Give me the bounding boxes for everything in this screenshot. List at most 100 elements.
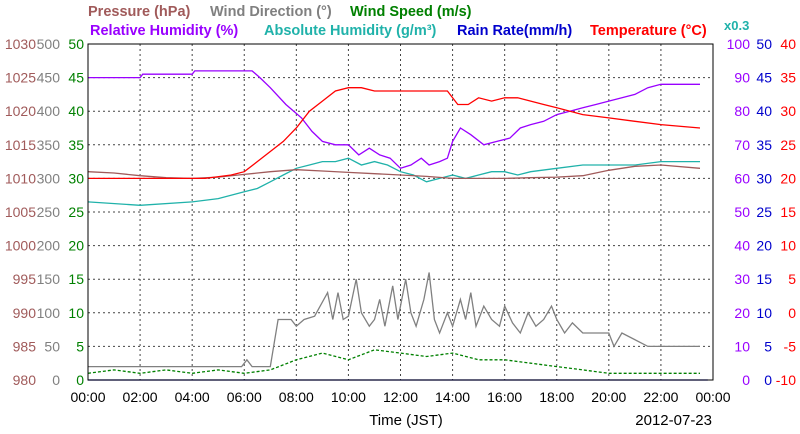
y-tick-label-rain-rate: 20 — [756, 238, 772, 254]
y-tick-label-wind-speed: 30 — [68, 170, 84, 186]
y-tick-label-wind-speed: 35 — [68, 137, 84, 153]
y-tick-label-wind-speed: 40 — [68, 103, 84, 119]
y-tick-label-temperature: 35 — [780, 70, 796, 86]
y-tick-label-wind-direction: 0 — [52, 372, 60, 388]
date-label: 2012-07-23 — [635, 412, 712, 429]
y-tick-label-relative-humidity: 60 — [734, 170, 750, 186]
x-tick-label: 04:00 — [175, 389, 210, 405]
series-line-temperature-c — [88, 87, 701, 180]
y-tick-label-rain-rate: 15 — [756, 271, 772, 287]
series-lines — [87, 70, 708, 381]
y-tick-label-wind-direction: 400 — [37, 103, 61, 119]
y-tick-label-wind-direction: 350 — [37, 137, 61, 153]
legend-entry: Wind Direction (°) — [210, 4, 332, 20]
y-tick-label-temperature: 25 — [780, 137, 796, 153]
x-tick-label: 00:00 — [695, 389, 730, 405]
y-tick-label-wind-direction: 250 — [37, 204, 61, 220]
y-tick-label-relative-humidity: 90 — [734, 70, 750, 86]
legend-entry: Relative Humidity (%) — [90, 23, 238, 39]
y-tick-label-temperature: 30 — [780, 103, 796, 119]
y-tick-label-pressure: 1000 — [5, 238, 36, 254]
y-tick-label-pressure: 1030 — [5, 36, 36, 52]
y-tick-label-relative-humidity: 10 — [734, 338, 750, 354]
legend: Pressure (hPa) Wind Direction (°) Wind Spe… — [88, 4, 707, 39]
y-tick-label-wind-direction: 100 — [37, 305, 61, 321]
y-tick-label-pressure: 1025 — [5, 70, 36, 86]
x-tick-label: 16:00 — [487, 389, 522, 405]
y-tick-label-rain-rate: 30 — [756, 170, 772, 186]
y-tick-label-temperature: -5 — [784, 338, 797, 354]
y-tick-label-rain-rate: 50 — [756, 36, 772, 52]
y-tick-label-wind-speed: 25 — [68, 204, 84, 220]
x-tick-label: 00:00 — [70, 389, 105, 405]
y-tick-label-rain-rate: 5 — [764, 338, 772, 354]
y-tick-label-pressure: 1020 — [5, 103, 36, 119]
series-line-wind-speed-m-s — [87, 349, 700, 374]
y-tick-label-wind-direction: 50 — [44, 338, 60, 354]
legend-entry: Rain Rate(mm/h) — [457, 23, 572, 39]
y-tick-label-wind-direction: 300 — [37, 170, 61, 186]
y-tick-label-wind-speed: 10 — [68, 305, 84, 321]
x-tick-label: 14:00 — [435, 389, 470, 405]
y-tick-label-temperature: 20 — [780, 170, 796, 186]
x-tick-label: 08:00 — [279, 389, 314, 405]
axis-labels: 1030102510201015101010051000995990985980… — [5, 36, 796, 405]
x-tick-label: 06:00 — [227, 389, 262, 405]
y-tick-label-temperature: 40 — [780, 36, 796, 52]
rain-scale-note: x0.3 — [724, 18, 749, 33]
y-tick-label-rain-rate: 10 — [756, 305, 772, 321]
grid — [88, 44, 713, 380]
y-tick-label-wind-speed: 45 — [68, 70, 84, 86]
y-tick-label-temperature: 5 — [788, 271, 796, 287]
y-tick-label-relative-humidity: 80 — [734, 103, 750, 119]
y-tick-label-rain-rate: 45 — [756, 70, 772, 86]
x-tick-label: 02:00 — [123, 389, 158, 405]
y-tick-label-relative-humidity: 20 — [734, 305, 750, 321]
plot-frame — [87, 43, 714, 381]
y-tick-label-rain-rate: 25 — [756, 204, 772, 220]
y-tick-label-rain-rate: 0 — [764, 372, 772, 388]
series-line-pressure-hpa — [87, 164, 701, 180]
y-tick-label-wind-speed: 5 — [76, 338, 84, 354]
y-tick-label-temperature: 10 — [780, 238, 796, 254]
x-tick-label: 10:00 — [331, 389, 366, 405]
y-tick-label-wind-speed: 20 — [68, 238, 84, 254]
x-tick-label: 22:00 — [643, 389, 678, 405]
legend-entry: Wind Speed (m/s) — [350, 4, 472, 20]
y-tick-label-relative-humidity: 40 — [734, 238, 750, 254]
x-tick-label: 12:00 — [383, 389, 418, 405]
y-tick-label-temperature: -10 — [776, 372, 796, 388]
x-axis-label: Time (JST) — [369, 412, 443, 429]
y-tick-label-rain-rate: 35 — [756, 137, 772, 153]
y-tick-label-relative-humidity: 30 — [734, 271, 750, 287]
y-tick-label-pressure: 995 — [13, 271, 37, 287]
y-tick-label-relative-humidity: 50 — [734, 204, 750, 220]
y-tick-label-wind-speed: 0 — [76, 372, 84, 388]
legend-entry: Pressure (hPa) — [88, 4, 191, 20]
legend-entry: Temperature (°C) — [590, 23, 707, 39]
series-line-absolute-humidity-g-m — [87, 157, 700, 206]
y-tick-label-wind-direction: 200 — [37, 238, 61, 254]
y-tick-label-pressure: 980 — [13, 372, 37, 388]
y-tick-label-wind-direction: 150 — [37, 271, 61, 287]
y-tick-label-rain-rate: 40 — [756, 103, 772, 119]
y-tick-label-relative-humidity: 100 — [727, 36, 751, 52]
y-tick-label-pressure: 1005 — [5, 204, 36, 220]
x-tick-label: 20:00 — [591, 389, 626, 405]
y-tick-label-relative-humidity: 70 — [734, 137, 750, 153]
legend-entry: Absolute Humidity (g/m³) — [264, 23, 437, 39]
x-tick-label: 18:00 — [539, 389, 574, 405]
y-tick-label-wind-speed: 15 — [68, 271, 84, 287]
y-tick-label-pressure: 990 — [13, 305, 37, 321]
y-tick-label-pressure: 1010 — [5, 170, 36, 186]
y-tick-label-pressure: 1015 — [5, 137, 36, 153]
series-line-relative-humidity — [88, 70, 700, 170]
y-tick-label-wind-speed: 50 — [68, 36, 84, 52]
y-tick-label-temperature: 15 — [780, 204, 796, 220]
y-tick-label-pressure: 985 — [13, 338, 37, 354]
y-tick-label-relative-humidity: 0 — [742, 372, 750, 388]
y-tick-label-temperature: 0 — [788, 305, 796, 321]
series-line-wind-direction — [88, 272, 700, 368]
y-tick-label-wind-direction: 500 — [37, 36, 61, 52]
